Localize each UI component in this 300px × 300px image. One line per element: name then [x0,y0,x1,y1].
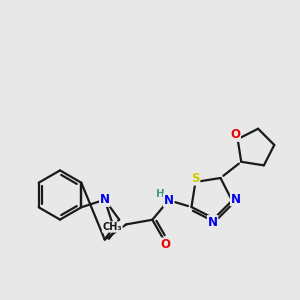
Text: CH₃: CH₃ [103,222,122,232]
Text: H: H [156,189,165,199]
Text: N: N [208,216,218,229]
Text: O: O [160,238,170,251]
Text: N: N [231,193,241,206]
Text: N: N [164,194,174,207]
Text: N: N [100,193,110,206]
Text: O: O [230,128,240,141]
Text: S: S [191,172,200,185]
